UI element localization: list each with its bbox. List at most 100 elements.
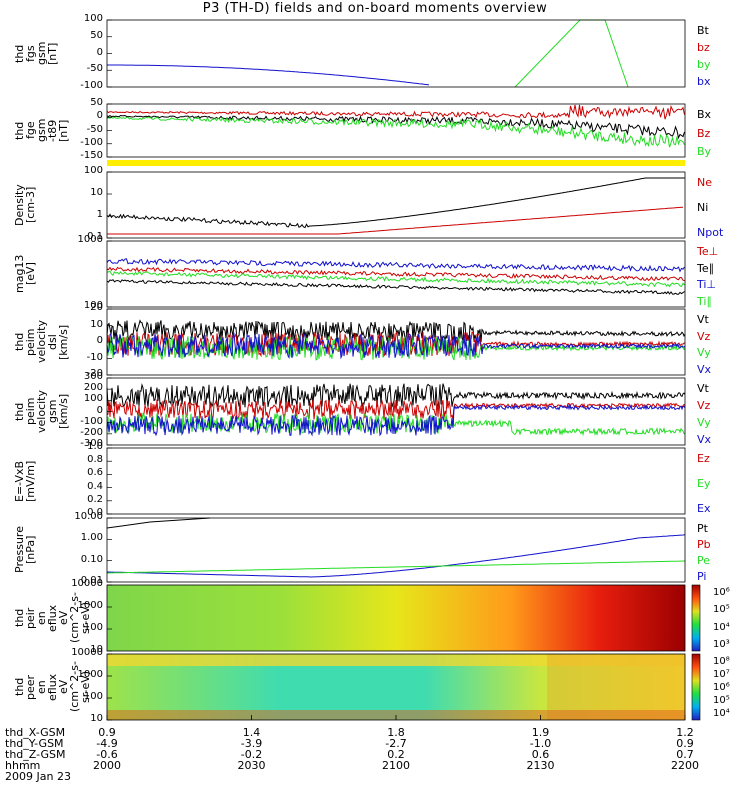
- legend-veem-3: Vx: [697, 363, 712, 376]
- ytick-fgs: 50: [90, 29, 103, 41]
- panel-frame-vgsm: [106, 377, 686, 446]
- ytick-pressure: 0.01: [80, 575, 103, 586]
- page-title: P3 (TH-D) fields and on-board moments ov…: [202, 1, 548, 16]
- xaxis-value-2-0: -0.6: [96, 748, 118, 761]
- xaxis-value-3-2: 2100: [382, 759, 410, 772]
- legend-vgsm-3: Vx: [697, 433, 712, 446]
- ytick-fgs: 0: [96, 46, 103, 58]
- xaxis-value-1-4: 0.9: [676, 737, 694, 750]
- series-pressure-pt: [106, 517, 211, 529]
- xaxis-value-3-0: 2000: [93, 759, 121, 772]
- ytick-efield: 0.4: [87, 480, 103, 492]
- ylabel-pressure: Pressure [nPa]: [13, 526, 37, 574]
- xaxis-value-2-1: -0.2: [240, 748, 263, 761]
- ytick-vgsm: 200: [83, 382, 103, 394]
- ylabel-fgs: thd fgs gsm [nT]: [13, 41, 59, 66]
- ytick-efield: 0.8: [87, 454, 103, 466]
- xaxis-row-label-3: hhmm: [5, 759, 41, 772]
- colorbar-label-peir-3: 10³: [713, 639, 730, 650]
- ytick-vgsm: 0: [96, 404, 103, 416]
- peir-colorbar: [691, 584, 701, 652]
- ytick-peir: 1000: [77, 600, 103, 611]
- xaxis-value-3-4: 2200: [671, 759, 699, 772]
- ytick-veem: 10: [90, 318, 103, 330]
- peir-spectrogram: [107, 585, 685, 651]
- legend-efield-1: Ey: [697, 477, 711, 490]
- series-vgsm-vt: [106, 383, 686, 409]
- ytick-peir: 100: [83, 622, 103, 633]
- ytick-fge: -100: [80, 136, 103, 148]
- xaxis-row-label-0: thd_X-GSM: [5, 726, 66, 739]
- colorbar-label-peir-2: 10⁴: [713, 621, 730, 633]
- legend-veem-0: Vt: [697, 313, 709, 326]
- series-pressure-pe: [107, 560, 685, 574]
- legend-density-1: Ni: [697, 201, 709, 214]
- series-vgsm-vx: [106, 403, 686, 437]
- ytick-fgs: 100: [83, 13, 103, 24]
- xaxis-value-0-0: 0.9: [98, 726, 116, 739]
- xaxis-value-2-4: 0.7: [676, 748, 694, 761]
- ytick-veem: 0: [96, 335, 103, 346]
- ytick-fgs: -50: [86, 63, 103, 75]
- legend-pressure-2: Pe: [697, 554, 711, 567]
- ytick-pressure: 1.00: [80, 532, 103, 544]
- ylabel-fge: thd fge gsm -t89 [nT]: [13, 118, 70, 143]
- ytick-efield: 0.6: [87, 467, 103, 479]
- ytick-temp: 1000: [77, 234, 103, 245]
- series-density-ne: [107, 206, 684, 235]
- ylabel-vgsm: thd peim velocity gsm [km/s]: [13, 390, 70, 433]
- ytick-fge: 50: [90, 97, 103, 108]
- ytick-vgsm: -200: [80, 426, 103, 438]
- ytick-fge: 0: [96, 110, 103, 122]
- ytick-veem: -10: [86, 351, 103, 363]
- colorbar-label-peer-2: 10⁶: [713, 682, 730, 693]
- ytick-density: 0.1: [87, 231, 103, 242]
- xaxis-value-0-2: 1.8: [387, 726, 405, 739]
- peer-colorbar: [691, 653, 701, 721]
- panel-frame-temp: [106, 240, 686, 308]
- ytick-temp: 100: [83, 300, 103, 311]
- ytick-fge: -150: [80, 150, 103, 161]
- legend-density-0: Ne: [697, 176, 712, 189]
- series-temp-te-par: [106, 279, 685, 295]
- xaxis-value-1-3: -1.0: [529, 737, 552, 750]
- ytick-peir: 10: [90, 644, 103, 655]
- legend-pressure-1: Pb: [697, 538, 711, 551]
- legend-temp-3: Ti∥: [697, 295, 712, 308]
- legend-vgsm-1: Vz: [697, 399, 711, 412]
- legend-temp-0: Te⊥: [697, 245, 719, 258]
- xaxis-row-label-2: thd_Z-GSM: [5, 748, 66, 761]
- ytick-pressure: 0.10: [80, 553, 103, 565]
- ytick-efield: 1.0: [87, 441, 103, 452]
- ytick-vgsm: 100: [83, 393, 103, 405]
- colorbar-label-peer-3: 10⁵: [713, 695, 730, 706]
- series-density-ni: [106, 177, 685, 229]
- legend-vgsm-2: Vy: [697, 416, 711, 429]
- legend-veem-2: Vy: [697, 346, 711, 360]
- xaxis-value-0-4: 1.2: [676, 726, 694, 739]
- ylabel-peir: thd peir en eflux eV (cm^2-s- sr-eV): [13, 592, 92, 644]
- series-fge-bz: [106, 104, 685, 120]
- xaxis-value-1-1: -3.9: [240, 737, 263, 750]
- series-temp-ti-perp: [106, 258, 685, 273]
- ytick-density: 1: [96, 209, 103, 220]
- colorbar-label-peer-0: 10⁸: [713, 656, 730, 667]
- xaxis-value-1-2: -2.7: [385, 737, 407, 750]
- series-veem-vt: [106, 319, 686, 344]
- ytick-density: 10: [90, 187, 103, 198]
- series-fgs-by: [514, 19, 629, 88]
- legend-fge-2: By: [697, 145, 712, 158]
- ytick-fge: -50: [86, 123, 103, 135]
- date-label: 2009 Jan 23: [5, 770, 71, 783]
- legend-pressure-3: Pi: [697, 570, 707, 583]
- ylabel-efield: E=-VxB [mV/m]: [13, 460, 37, 502]
- ytick-veem: -20: [86, 368, 103, 379]
- ytick-pressure: 10.00: [74, 511, 103, 522]
- peer-high-energy-band: [107, 654, 685, 666]
- ytick-vgsm: -300: [80, 438, 103, 449]
- peer-right-band: [547, 654, 685, 720]
- legend-vgsm-0: Vt: [697, 382, 709, 395]
- colorbar-label-peer-4: 10⁴: [713, 708, 730, 719]
- series-veem-vy: [106, 335, 686, 361]
